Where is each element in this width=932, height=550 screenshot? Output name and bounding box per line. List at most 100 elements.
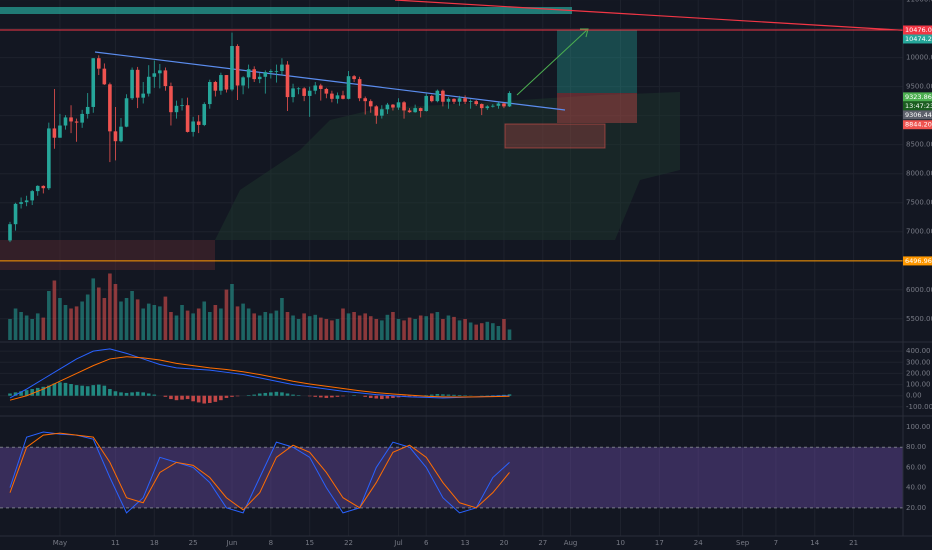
macd-histogram-bar [452,394,456,396]
candle-body [41,185,46,189]
candle-body [207,82,212,105]
x-tick-label: 17 [655,539,664,547]
candle-body [341,95,345,99]
macd-line [9,356,510,401]
macd-histogram-bar [163,395,168,397]
volume-bar [274,310,279,340]
macd-histogram-bar [352,395,356,396]
macd-histogram-bar [191,395,195,402]
countdown-bg [903,101,932,111]
macd-histogram-bar [152,394,157,396]
candle-body [241,77,245,86]
volume-bar [30,319,34,340]
candle-body [119,126,123,142]
candle-body [318,85,323,89]
macd-histogram-bar [130,392,134,396]
volume-bar [19,312,23,340]
target-zone [557,30,637,93]
macd-histogram-bar [324,395,329,398]
volume-bar [363,313,367,340]
volume-bar [269,313,273,340]
x-tick-label: 13 [461,539,470,547]
y-tick-label: 200.00 [906,369,931,377]
marks [0,29,903,514]
volume-bar [446,315,451,340]
stoch-band [0,447,903,508]
volume-bar [63,305,68,340]
y-tick-label: 8500.00 [906,141,932,149]
volume-bar [391,312,395,340]
volume-bar [41,317,46,340]
candle-body [391,104,395,108]
volume-bar [35,313,40,340]
volume-bar [252,313,256,340]
volume-bar [180,305,184,340]
candle-body [380,109,384,116]
candle-body [102,68,107,85]
volume-bar [174,315,179,340]
volume-bar [496,326,501,340]
macd-histogram-bar [269,392,273,396]
macd-histogram-bar [368,395,373,398]
candle-body [363,98,367,102]
x-tick-label: 20 [499,539,508,547]
candle-body [330,93,334,99]
volume-bar [380,320,384,340]
zone [504,123,606,149]
candle-body [158,70,162,74]
volume-bar [507,329,512,340]
volume-bar [413,319,417,340]
macd-histogram-bar [35,387,40,396]
ichimoku-cloud [0,240,215,270]
macd-histogram-bar [363,395,367,397]
volume-bar [491,323,495,340]
y-tick-label: 20.00 [906,504,926,512]
countdown: 13:47:23 [905,102,932,110]
volume-bar [191,313,195,340]
candle-body [491,105,495,107]
macd-histogram-bar [263,392,268,396]
macd-histogram-bar [335,395,340,397]
y-tick-label: -100.00 [906,403,932,411]
candle-body [174,105,179,113]
volume-bar [108,273,112,340]
y-tick-label: 5500.00 [906,315,932,323]
candle-body [474,101,478,105]
y-tick-label: 400.00 [906,347,931,355]
volume-bar [302,313,306,340]
macd-line [9,348,510,399]
candle-body [47,128,51,189]
candle-body [346,76,351,99]
macd-histogram-bar [52,383,57,396]
volume-bar [457,320,462,340]
candle-body [135,69,140,98]
candle-body [418,108,423,112]
x-tick-label: 15 [305,539,314,547]
macd-histogram-bar [19,391,23,396]
volume-bar [135,299,140,340]
candle-body [413,108,417,113]
volume-bar [330,320,334,340]
candle-body [96,58,101,69]
macd-histogram-bar [202,395,207,404]
volume-bar [318,317,323,340]
macd-histogram-bar [307,395,312,397]
x-tick-label: Jun [226,539,238,547]
volume-bar [230,284,234,340]
volume-bar [452,316,456,340]
volume-bar [502,319,506,340]
price-tag-bg [903,25,932,35]
candle-body [191,121,195,132]
candle-body [35,185,40,192]
candle-body [58,125,62,138]
volume-bar [307,316,312,340]
volume-bar [124,298,129,340]
candle-body [213,82,218,91]
candle-body [74,121,79,123]
macd-histogram-bar [385,395,390,399]
macd-histogram-bar [219,395,223,401]
macd-histogram-bar [330,395,334,398]
volume-bar [485,321,490,340]
macd-histogram-bar [424,395,429,396]
volume-bar [324,319,329,340]
